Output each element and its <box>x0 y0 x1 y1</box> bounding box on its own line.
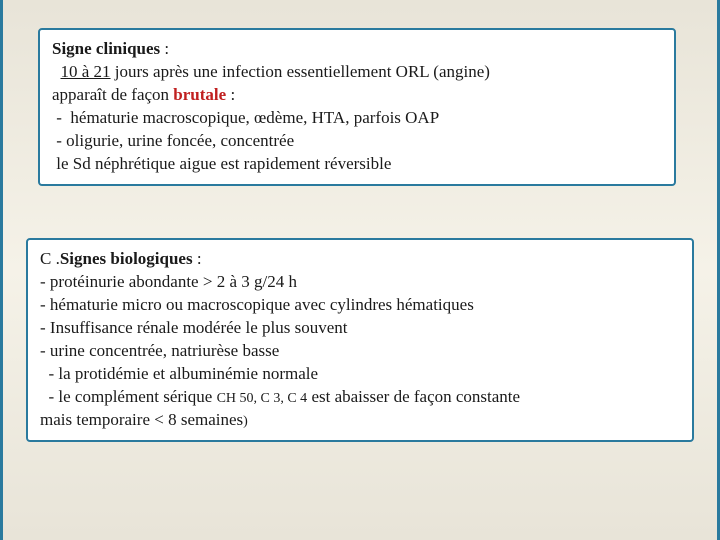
title: Signes biologiques <box>60 249 193 268</box>
line: - Insuffisance rénale modérée le plus so… <box>40 317 680 340</box>
text: mais temporaire < 8 semaines <box>40 410 243 429</box>
line: - la protidémie et albuminémie normale <box>40 363 680 386</box>
text: ) <box>243 414 248 429</box>
complement-values: CH 50, C 3, C 4 <box>217 391 308 406</box>
clinical-signs-box: Signe cliniques : 10 à 21 jours après un… <box>38 28 676 186</box>
text: : <box>193 249 202 268</box>
days-range: 10 à 21 <box>61 62 111 81</box>
line: C .Signes biologiques : <box>40 248 680 271</box>
text <box>52 62 61 81</box>
text: C . <box>40 249 60 268</box>
text: est abaisser de façon constante <box>307 387 520 406</box>
biological-signs-box: C .Signes biologiques : - protéinurie ab… <box>26 238 694 442</box>
line: 10 à 21 jours après une infection essent… <box>52 61 662 84</box>
line: - urine concentrée, natriurèse basse <box>40 340 680 363</box>
text: apparaît de façon <box>52 85 173 104</box>
text: : <box>160 39 169 58</box>
line: - hématurie macroscopique, œdème, HTA, p… <box>52 107 662 130</box>
line: Signe cliniques : <box>52 38 662 61</box>
title: Signe cliniques <box>52 39 160 58</box>
text: - le complément sérique <box>40 387 217 406</box>
line: apparaît de façon brutale : <box>52 84 662 107</box>
brutale-word: brutale <box>173 85 226 104</box>
line: - hématurie micro ou macroscopique avec … <box>40 294 680 317</box>
line: mais temporaire < 8 semaines) <box>40 409 680 432</box>
line: le Sd néphrétique aigue est rapidement r… <box>52 153 662 176</box>
text: jours après une infection essentiellemen… <box>111 62 490 81</box>
line: - oligurie, urine foncée, concentrée <box>52 130 662 153</box>
line: - le complément sérique CH 50, C 3, C 4 … <box>40 386 680 409</box>
text: : <box>226 85 235 104</box>
line: - protéinurie abondante > 2 à 3 g/24 h <box>40 271 680 294</box>
